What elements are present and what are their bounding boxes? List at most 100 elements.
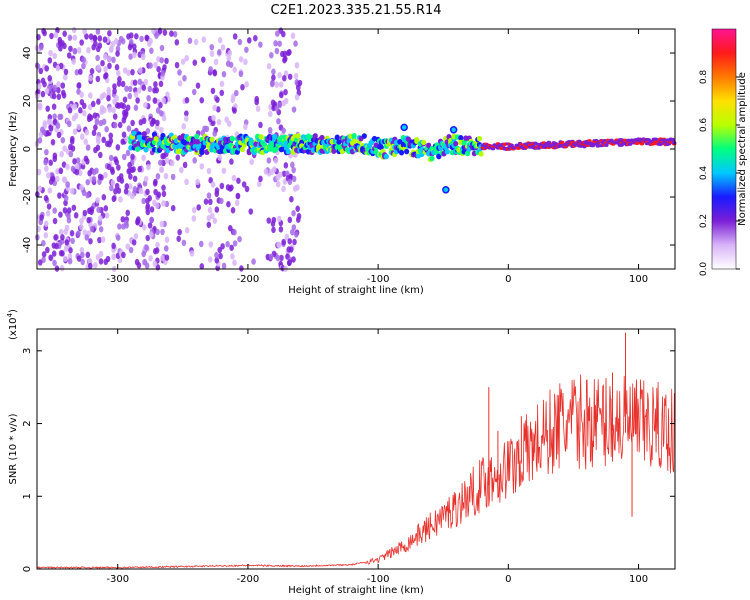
spectrogram-noise-dot <box>120 138 125 145</box>
spectrogram-noise-dot <box>131 239 137 246</box>
spectrogram-noise-dot <box>159 44 165 52</box>
spectrogram-noise-dot <box>88 33 94 40</box>
spectrogram-noise-dot <box>128 246 134 254</box>
spectrogram-noise-dot <box>184 227 190 234</box>
y-tick-label: -40 <box>22 237 33 253</box>
spectrogram-noise-dot <box>145 197 150 205</box>
spectrogram-noise-dot <box>47 187 53 194</box>
spectrogram-noise-dot <box>130 119 135 127</box>
spectrogram-noise-dot <box>137 166 143 173</box>
spectrogram-noise-dot <box>116 102 122 109</box>
spectrogram-noise-dot <box>115 144 121 151</box>
spectrogram-signal-cell <box>671 140 677 145</box>
spectrogram-noise-dot <box>97 35 103 42</box>
spectrogram-noise-dot <box>58 45 63 52</box>
spectrogram-noise-dot <box>117 121 123 129</box>
spectrogram-noise-dot <box>206 221 212 228</box>
spectrogram-noise-dot <box>97 151 103 159</box>
x-tick-label: 0 <box>505 574 511 585</box>
spectrogram-noise-dot <box>207 256 213 263</box>
spectrogram-noise-dot <box>158 159 163 166</box>
spectrogram-noise-dot <box>127 44 133 51</box>
spectrogram-noise-dot <box>195 178 200 186</box>
colorbar-ticks: 0.0 0.2 0.4 0.6 0.8 <box>699 70 740 276</box>
spectrogram-noise-dot <box>53 31 59 39</box>
spectrogram-noise-dot <box>244 46 249 53</box>
y-tick-label: 2 <box>22 420 33 426</box>
spectrogram-noise-dot <box>210 119 216 127</box>
spectrogram-noise-dot <box>37 259 43 266</box>
spectrogram-noise-dot <box>82 28 87 35</box>
spectrogram-noise-dot <box>52 217 58 225</box>
spectrogram-noise-dot <box>291 224 297 231</box>
spectrogram-noise-dot <box>212 70 218 77</box>
spectrogram-noise-dot <box>270 220 276 227</box>
spectrogram-noise-dot <box>283 88 288 96</box>
spectrogram-noise-dot <box>46 203 52 210</box>
spectrogram-noise-dot <box>230 253 235 260</box>
spectrogram-noise-dot <box>79 217 84 225</box>
spectrogram-noise-dot <box>219 182 225 190</box>
spectrogram-noise-dot <box>44 65 50 72</box>
spectrogram-noise-dot <box>226 120 232 127</box>
spectrogram-noise-dot <box>229 158 234 165</box>
spectrogram-noise-dot <box>97 178 102 185</box>
spectrogram-signal-cell <box>141 131 147 137</box>
spectrogram-noise-dot <box>125 149 131 157</box>
spectrogram-noise-dot <box>230 96 236 104</box>
spectrogram-noise-dot <box>143 101 148 109</box>
spectrogram-noise-dot <box>276 118 281 125</box>
spectrogram-noise-dot <box>62 145 67 152</box>
spectrogram-noise-dot <box>204 125 210 133</box>
spectrogram-noise-dot <box>47 57 53 64</box>
spectrogram-noise-dot <box>170 204 176 212</box>
spectrogram-noise-dot <box>213 58 219 66</box>
spectrogram-noise-dot <box>273 157 279 164</box>
spectrogram-noise-dot <box>108 132 114 139</box>
snr-y-exponent: (x104) <box>6 309 19 340</box>
spectrogram-signal-cell <box>404 148 410 155</box>
spectrogram-noise-dot <box>60 234 65 241</box>
spectrogram-noise-dot <box>93 262 98 269</box>
spectrogram-noise-dot <box>184 97 190 104</box>
spectrogram-noise-dot <box>109 184 114 192</box>
spectrogram-noise-dot <box>101 91 107 99</box>
spectrogram-noise-dot <box>152 260 158 267</box>
spectrogram-noise-dot <box>56 81 61 88</box>
spectrogram-noise-dot <box>62 74 68 81</box>
spectrogram-noise-dot <box>143 175 149 183</box>
spectrogram-noise-dot <box>66 52 72 59</box>
spectrogram-noise-dot <box>214 206 220 213</box>
colorbar-tick-label: 0.2 <box>699 214 709 228</box>
spectrogram-noise-dot <box>128 38 134 46</box>
svg-text:(x104): (x104) <box>6 309 19 340</box>
spectrogram-noise-dot <box>94 118 100 126</box>
spectrogram-signal-cell <box>351 133 357 139</box>
spectrogram-signal-cell <box>199 149 205 156</box>
spectrogram-noise-dot <box>63 68 69 76</box>
spectrogram-noise-dot <box>201 36 207 43</box>
spectrogram-noise-dot <box>127 92 133 100</box>
spectrogram-noise-dot <box>63 245 69 252</box>
spectrogram-signal-cell <box>398 149 405 156</box>
spectrogram-noise-dot <box>48 49 53 57</box>
spectrogram-noise-dot <box>219 89 225 97</box>
spectrogram-noise-dot <box>113 188 118 195</box>
spectrogram-noise-dot <box>284 233 290 241</box>
spectrogram-noise-dot <box>112 83 117 90</box>
spectrogram-noise-dot <box>66 207 72 214</box>
spectrogram-noise-dot <box>286 49 291 57</box>
spectrogram-noise-dot <box>81 62 86 70</box>
spectrogram-noise-dot <box>57 39 63 47</box>
spectrogram-noise-dot <box>122 67 128 74</box>
spectrogram-noise-dot <box>131 166 136 173</box>
spectrogram-noise-dot <box>275 180 281 188</box>
spectrogram-noise-dot <box>65 181 70 188</box>
spectrogram-noise-dot <box>145 234 151 242</box>
spectrogram-noise-dot <box>293 72 299 80</box>
spectrogram-noise-dot <box>208 198 213 206</box>
spectrogram-noise-dot <box>199 163 205 170</box>
spectrogram-noise-dot <box>149 47 154 54</box>
spectrogram-noise-dot <box>97 236 102 244</box>
